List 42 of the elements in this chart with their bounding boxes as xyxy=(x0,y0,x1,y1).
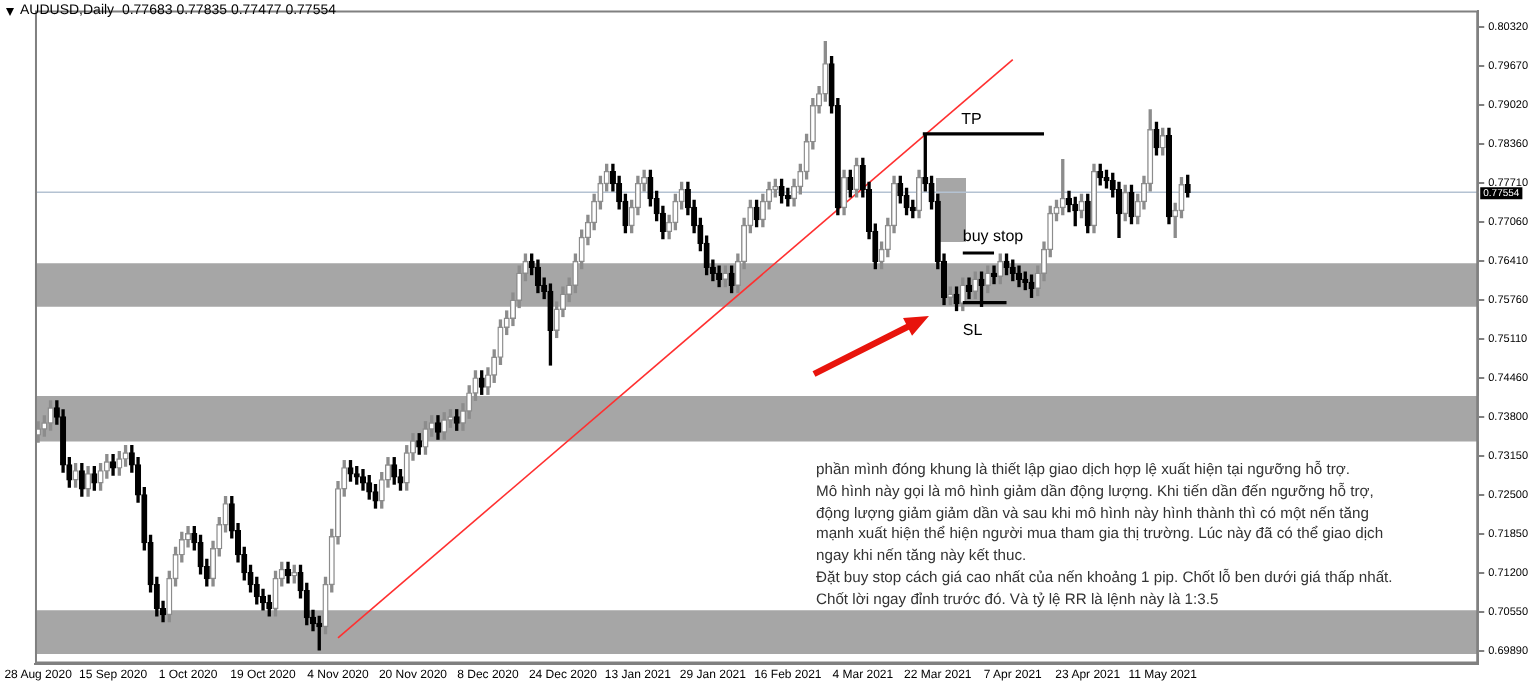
ref-line-label: SL xyxy=(962,321,984,340)
candlestick xyxy=(1015,265,1023,288)
candlestick xyxy=(953,286,960,312)
candlestick xyxy=(972,271,979,300)
candlestick xyxy=(1097,163,1104,186)
candlestick xyxy=(841,169,848,216)
candlestick xyxy=(947,286,954,306)
candlestick xyxy=(1153,121,1160,156)
candlestick xyxy=(1059,158,1066,216)
candlestick xyxy=(1090,163,1098,234)
candlestick xyxy=(534,259,541,294)
candlestick xyxy=(853,157,860,198)
candlestick xyxy=(778,178,785,204)
candlestick xyxy=(1184,174,1191,198)
candlestick xyxy=(1128,184,1135,225)
candlestick xyxy=(85,466,92,497)
candlestick xyxy=(1122,184,1129,222)
candlestick xyxy=(784,187,791,207)
candlestick xyxy=(997,253,1004,285)
candlestick xyxy=(1009,259,1016,282)
candlestick xyxy=(716,265,723,288)
ref-line-label: buy stop xyxy=(962,227,1025,246)
candlestick xyxy=(266,594,273,617)
candlestick xyxy=(1028,274,1035,298)
candlestick xyxy=(1084,193,1091,234)
candlestick xyxy=(1003,253,1010,276)
candlestick xyxy=(1165,127,1173,225)
candlestick xyxy=(1103,169,1110,189)
candlestick xyxy=(110,454,117,476)
candlestick xyxy=(272,570,279,617)
candlestick xyxy=(1078,193,1085,219)
ref-line-label: TP xyxy=(961,110,982,129)
candlestick xyxy=(1159,127,1166,156)
candlestick xyxy=(915,169,923,219)
candlestick xyxy=(1072,196,1079,227)
candlestick xyxy=(284,561,292,584)
candlestick xyxy=(316,615,323,651)
candlestick xyxy=(722,265,729,288)
candlestick xyxy=(990,265,998,285)
candlestick xyxy=(291,564,298,584)
candlestick xyxy=(1022,271,1029,291)
candlestick xyxy=(984,265,991,294)
